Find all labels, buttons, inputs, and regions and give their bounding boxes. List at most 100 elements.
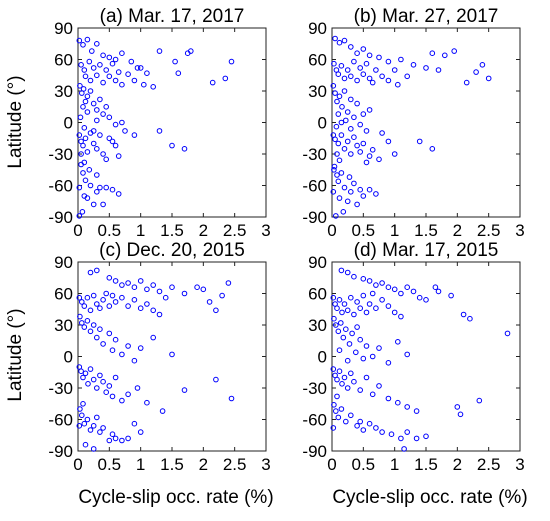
- data-point: [134, 385, 141, 391]
- y-tick-label: 0: [318, 348, 327, 367]
- data-point: [335, 111, 342, 117]
- data-point: [112, 142, 119, 149]
- data-point: [137, 429, 144, 435]
- data-point: [228, 395, 235, 402]
- y-tick-label: 60: [308, 285, 327, 304]
- data-point: [97, 96, 103, 103]
- data-point: [504, 330, 511, 337]
- data-point: [82, 135, 89, 142]
- data-point: [354, 100, 360, 107]
- data-point: [369, 391, 376, 398]
- data-point: [90, 201, 97, 208]
- data-point: [398, 56, 404, 63]
- data-point: [360, 427, 367, 433]
- data-point: [413, 435, 420, 442]
- data-point: [357, 186, 364, 193]
- x-tick-label: 1: [390, 221, 399, 240]
- data-point: [81, 303, 88, 309]
- data-point: [76, 37, 83, 44]
- data-point: [94, 267, 100, 274]
- data-point: [103, 290, 109, 297]
- data-point: [106, 330, 113, 337]
- data-point: [331, 167, 337, 173]
- data-point: [82, 73, 89, 80]
- data-point: [357, 149, 364, 155]
- y-tick-label: -30: [302, 145, 327, 164]
- data-point: [334, 98, 340, 105]
- data-point: [366, 186, 373, 193]
- data-point: [181, 387, 188, 393]
- data-point: [376, 345, 382, 351]
- data-point: [84, 93, 91, 100]
- x-tick-label: 1: [136, 455, 145, 474]
- data-point: [354, 299, 360, 305]
- data-point: [119, 119, 125, 126]
- x-tick-label: 3: [261, 221, 270, 240]
- data-point: [351, 273, 357, 280]
- data-point: [385, 284, 392, 291]
- data-point: [401, 446, 407, 452]
- data-point: [90, 65, 97, 71]
- data-point: [119, 294, 125, 301]
- data-point: [360, 46, 367, 52]
- data-point: [81, 324, 88, 330]
- data-point: [219, 292, 225, 299]
- data-point: [112, 336, 119, 343]
- data-point: [125, 343, 131, 349]
- data-point: [109, 292, 116, 299]
- data-point: [156, 48, 163, 54]
- data-point: [360, 276, 367, 282]
- data-point: [363, 60, 370, 67]
- data-point: [106, 114, 113, 121]
- data-point: [94, 72, 100, 79]
- data-point: [435, 288, 442, 295]
- data-point: [340, 334, 347, 341]
- data-point: [119, 397, 125, 404]
- data-point: [109, 138, 116, 145]
- x-tick-label: 2: [199, 455, 208, 474]
- data-point: [330, 83, 337, 89]
- data-point: [106, 73, 113, 80]
- data-point: [100, 341, 106, 347]
- data-point: [100, 111, 106, 117]
- data-point: [94, 414, 100, 421]
- data-point: [156, 311, 163, 318]
- data-point: [336, 157, 343, 164]
- data-point: [341, 37, 348, 44]
- data-point: [81, 420, 88, 427]
- data-point: [94, 334, 100, 341]
- data-point: [376, 156, 382, 163]
- data-point: [169, 142, 175, 149]
- data-point: [103, 104, 109, 110]
- x-tick-label: 2.5: [477, 221, 501, 240]
- data-point: [335, 328, 342, 335]
- data-point: [354, 142, 360, 149]
- data-point: [338, 320, 344, 326]
- data-point: [97, 429, 103, 435]
- data-point: [76, 213, 83, 219]
- data-point: [336, 39, 343, 46]
- x-tick-label: 2: [453, 221, 462, 240]
- y-tick-label: -90: [302, 208, 327, 227]
- data-point: [363, 374, 370, 381]
- data-point: [80, 374, 86, 381]
- panel-d: (d) Mar. 17, 2015 0 0.5 1 1.5 2 2.5 3 90 60 30 0 -30…: [302, 240, 527, 508]
- data-point: [87, 77, 94, 84]
- data-point: [385, 303, 392, 309]
- data-point: [404, 429, 411, 435]
- data-point: [150, 307, 156, 314]
- data-point: [78, 62, 84, 68]
- data-point: [90, 140, 97, 147]
- data-point: [373, 282, 379, 288]
- data-point: [125, 391, 131, 398]
- y-tick-label: -60: [302, 177, 327, 196]
- y-tick-label: 60: [54, 51, 73, 70]
- data-point: [357, 65, 364, 71]
- data-point: [137, 305, 144, 312]
- data-point: [97, 62, 103, 68]
- data-point: [100, 79, 106, 86]
- data-point: [357, 336, 364, 343]
- data-point: [156, 288, 163, 295]
- data-point: [351, 180, 357, 187]
- data-point: [144, 399, 150, 406]
